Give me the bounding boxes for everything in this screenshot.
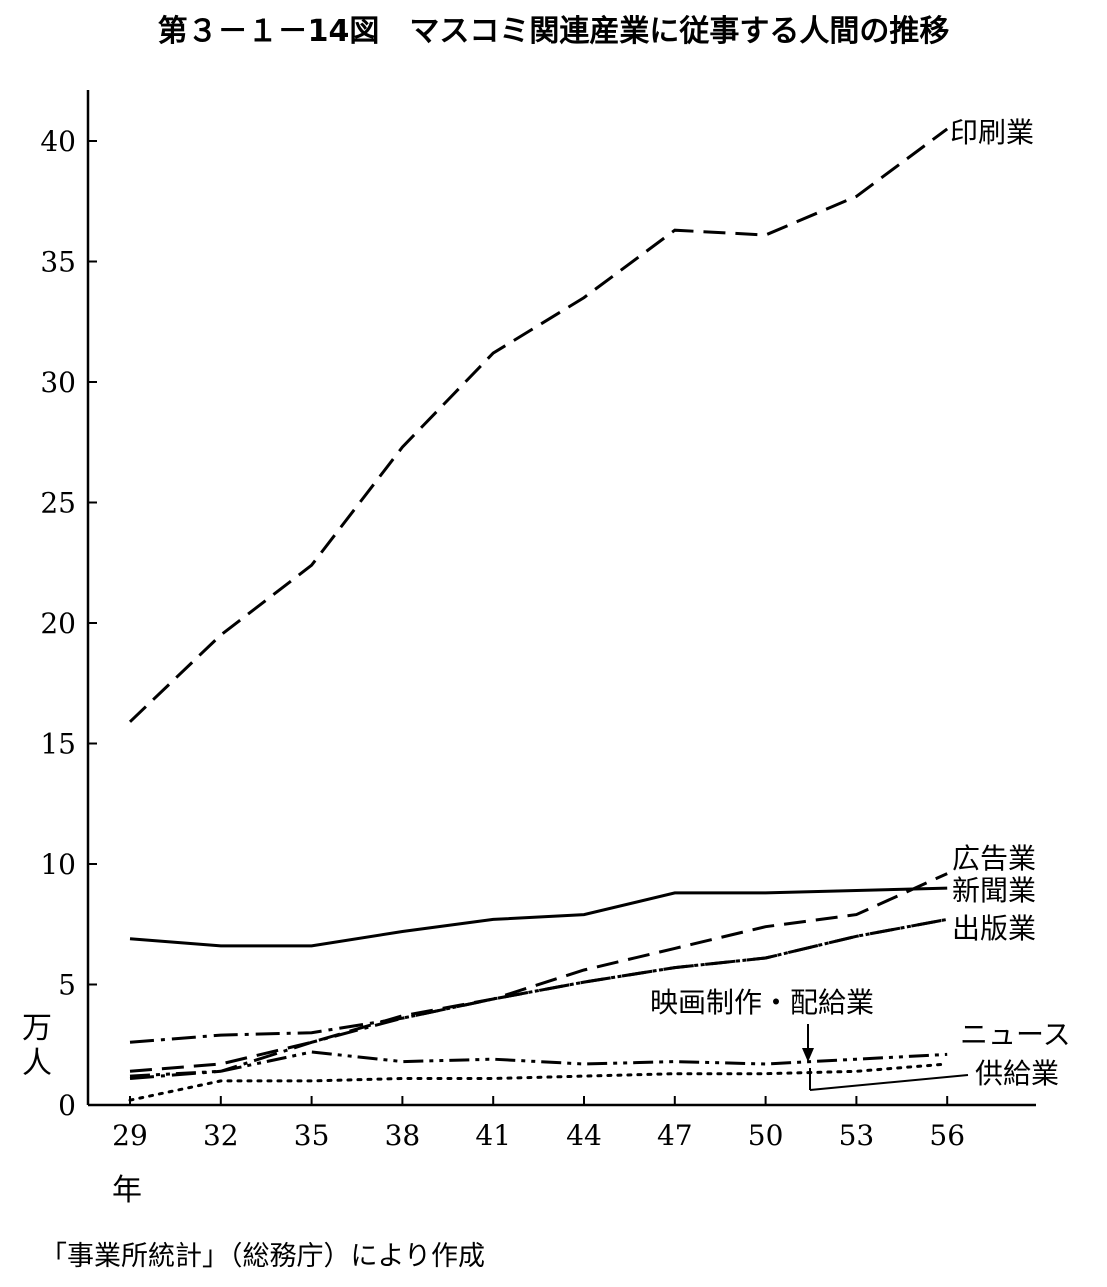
- y-tick-label: 30: [40, 366, 76, 399]
- series-label-3: 出版業: [952, 912, 1036, 945]
- x-tick-label: 41: [475, 1119, 511, 1152]
- series-label-0: 印刷業: [950, 116, 1034, 149]
- series-label-2: 新聞業: [952, 874, 1036, 907]
- y-axis-label: 万: [22, 1011, 52, 1046]
- y-tick-label: 5: [58, 969, 76, 1002]
- x-tick-label: 44: [566, 1119, 602, 1152]
- callout-arrow-movie: [802, 1048, 814, 1062]
- x-tick-label: 47: [657, 1119, 693, 1152]
- y-tick-label: 25: [40, 487, 76, 520]
- series-line-4: [129, 917, 948, 1044]
- series-line-2: [129, 886, 948, 948]
- y-axis-label-second-char: 人: [22, 1046, 52, 1081]
- series-label-4: 映画制作・配給業: [650, 986, 874, 1019]
- y-ticks: 0 5 10 15 20 25 30 35 40: [40, 125, 97, 1122]
- y-tick-label: 10: [40, 848, 76, 881]
- y-tick-label: 0: [58, 1089, 76, 1122]
- series-label-6: 供給業: [975, 1057, 1059, 1090]
- x-axis-label: 年: [112, 1173, 142, 1208]
- y-tick-label: 40: [40, 125, 76, 158]
- x-tick-label: 38: [385, 1119, 421, 1152]
- axes: [86, 90, 1036, 1107]
- x-tick-label: 50: [748, 1119, 784, 1152]
- source-note: 「事業所統計」（総務庁）により作成: [40, 1241, 485, 1272]
- callout-leader-supply: [809, 1074, 969, 1091]
- chart-title: 第３－１－14図 マスコミ関連産業に従事する人間の推移: [157, 14, 950, 49]
- series-label-5: ニュース: [960, 1018, 1071, 1051]
- y-tick-label: 15: [40, 728, 76, 761]
- x-tick-label: 29: [112, 1119, 148, 1152]
- x-tick-label: 53: [839, 1119, 875, 1152]
- x-ticks: 29 32 35 38 41 44 47 50 53 56: [112, 1096, 965, 1152]
- series-line-6: [128, 1062, 949, 1102]
- series-lines: [128, 127, 949, 1102]
- series-line-5: [129, 1050, 948, 1078]
- y-tick-label: 20: [40, 607, 76, 640]
- series-line-1: [129, 872, 948, 1073]
- x-tick-label: 35: [294, 1119, 330, 1152]
- series-line-0: [128, 127, 949, 723]
- y-tick-label: 35: [40, 246, 76, 279]
- x-tick-label: 56: [929, 1119, 965, 1152]
- x-tick-label: 32: [203, 1119, 239, 1152]
- series-label-1: 広告業: [952, 842, 1036, 875]
